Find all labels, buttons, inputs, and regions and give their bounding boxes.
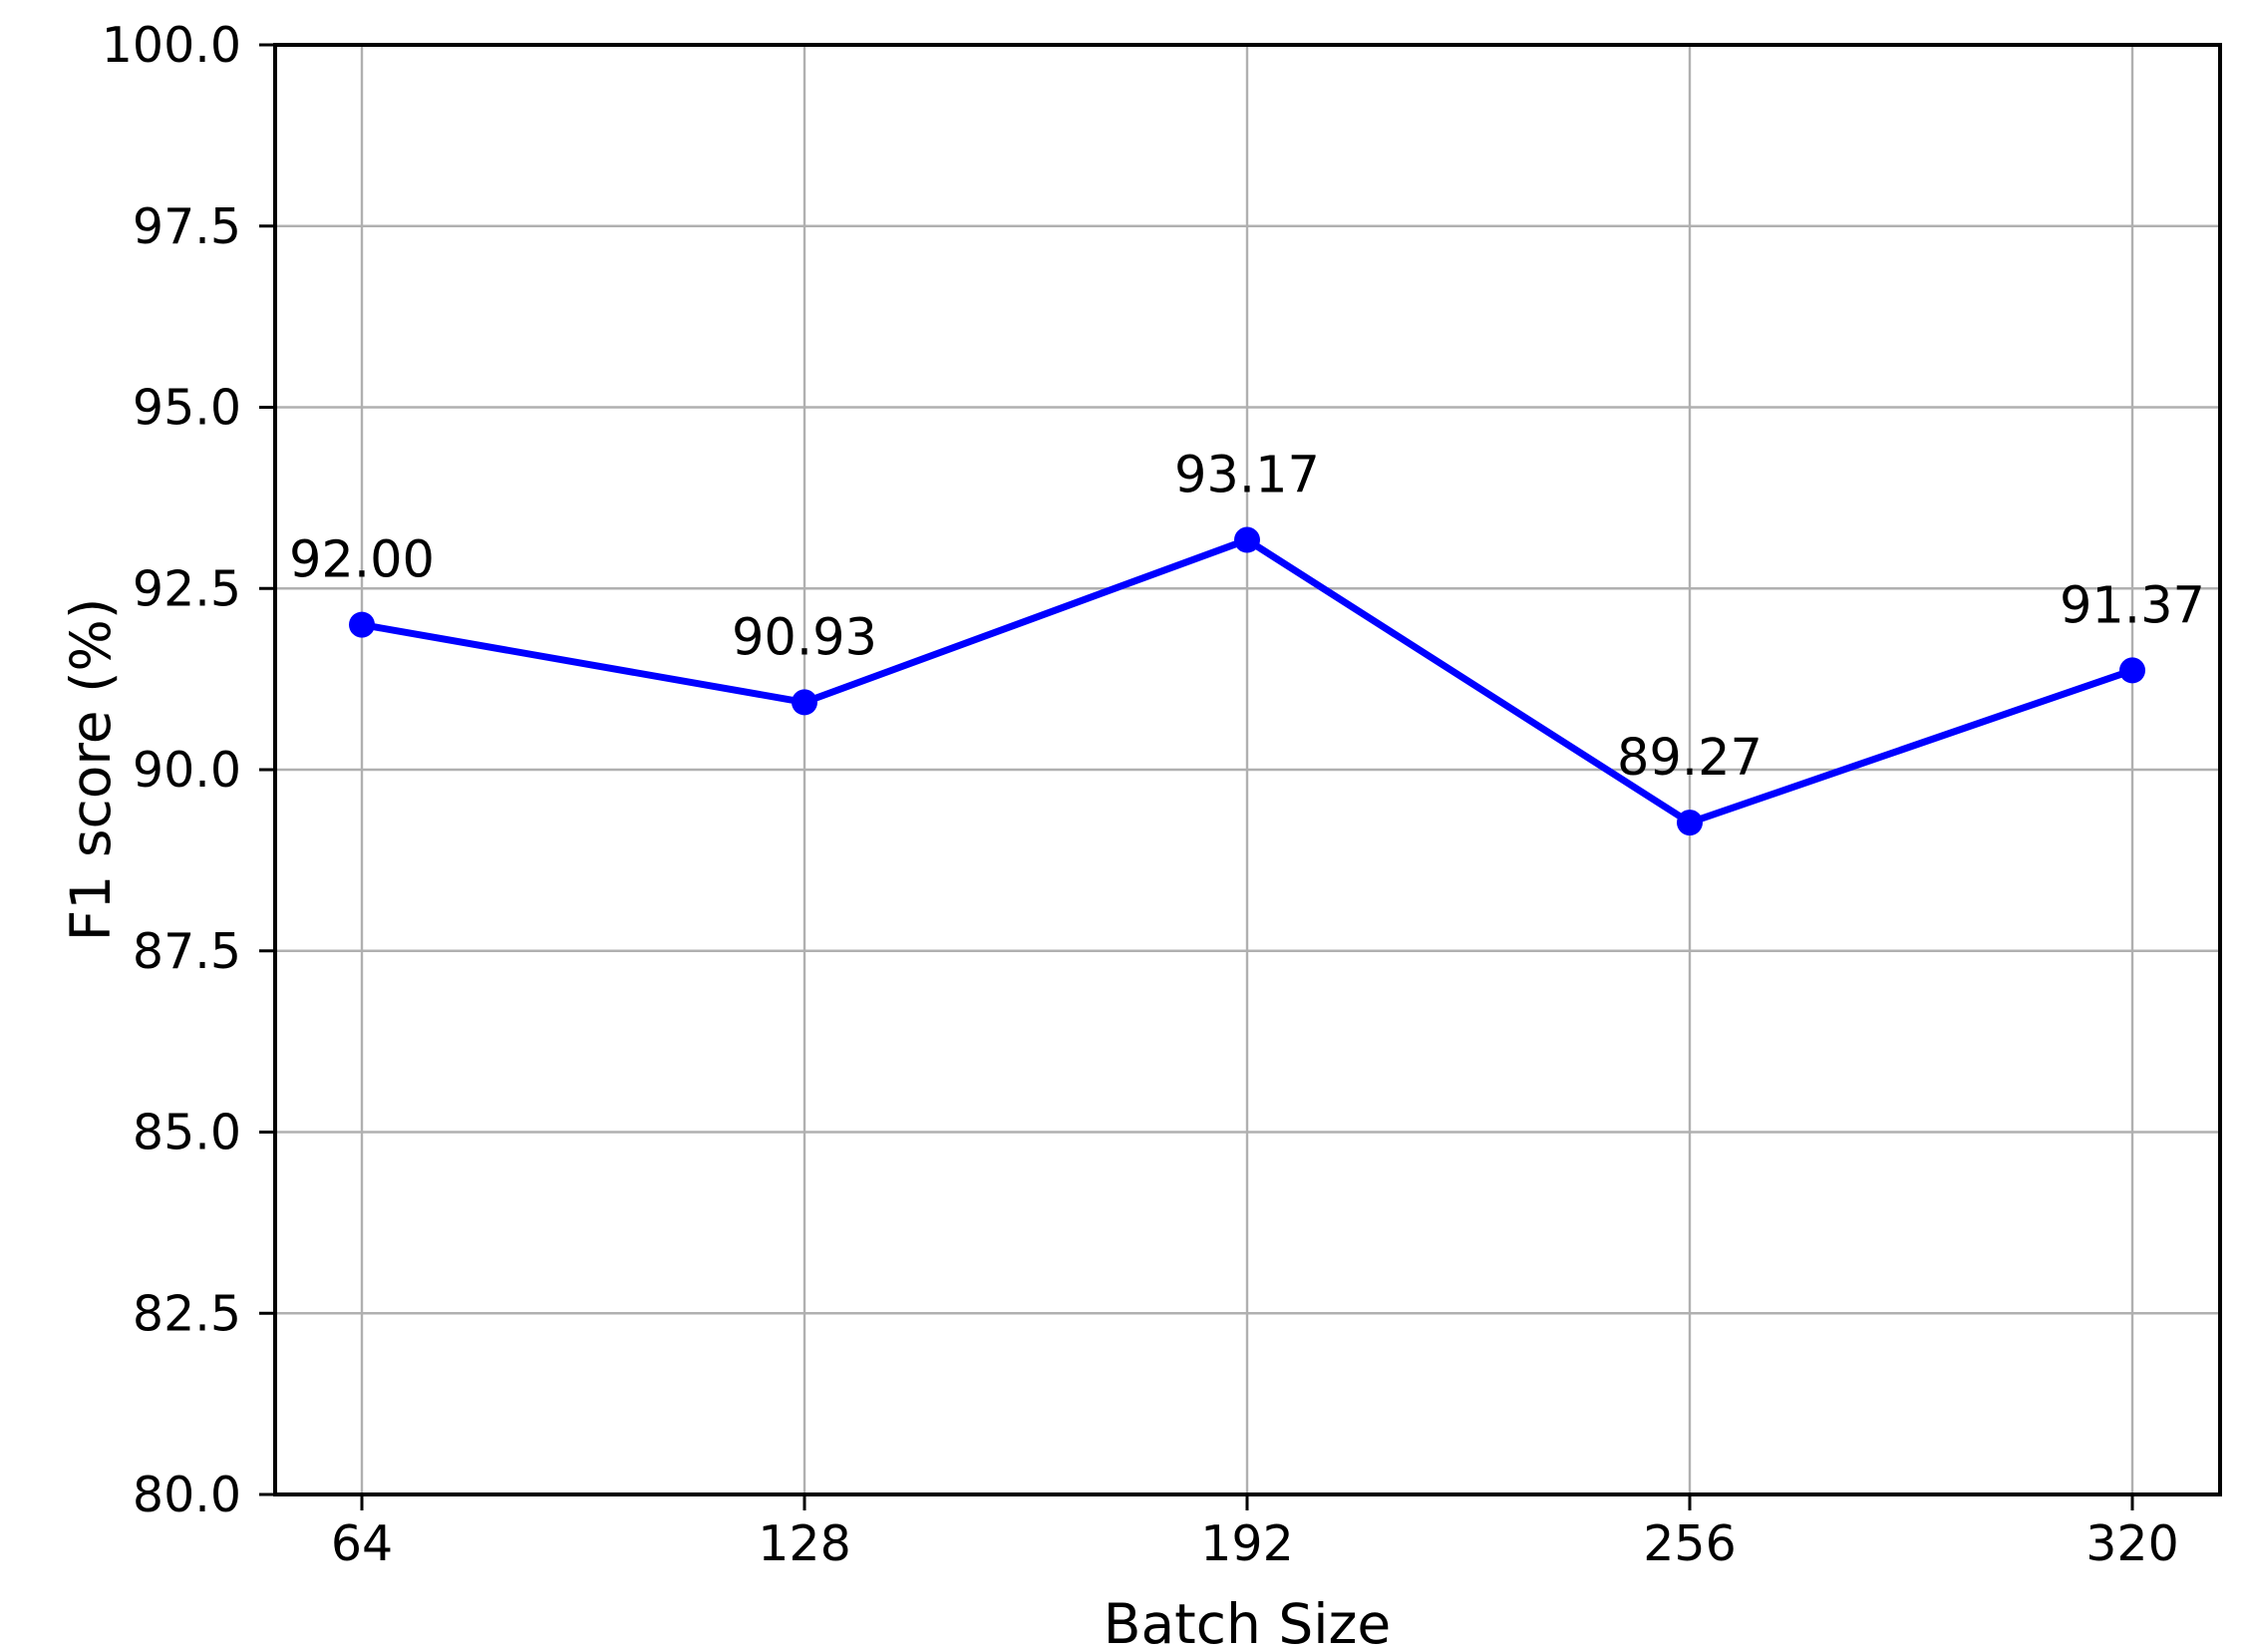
y-tick-label: 92.5 [133, 560, 241, 617]
y-tick-label: 97.5 [133, 198, 241, 255]
x-tick-label: 256 [1643, 1515, 1737, 1572]
x-axis-label: Batch Size [1104, 1592, 1391, 1652]
x-tick-label: 64 [331, 1515, 393, 1572]
y-tick-labels: 80.0 82.5 85.0 87.5 90.0 92.5 95.0 97.5 100.0 [102, 17, 241, 1523]
axes-spines [273, 43, 2222, 1496]
x-tick-labels: 64 128 192 256 320 [331, 1515, 2179, 1572]
point-value-label: 93.17 [1174, 447, 1320, 505]
x-tick-label: 192 [1200, 1515, 1294, 1572]
point-value-label: 92.00 [289, 531, 435, 590]
x-tick-label: 320 [2085, 1515, 2179, 1572]
point-value-label: 89.27 [1617, 729, 1763, 788]
y-tick-label: 80.0 [133, 1467, 241, 1523]
y-tick-label: 100.0 [102, 17, 241, 74]
y-tick-label: 87.5 [133, 923, 241, 980]
data-series [349, 526, 2145, 836]
gridlines [275, 43, 2220, 1496]
point-value-label: 91.37 [2060, 576, 2205, 635]
data-point-marker [792, 689, 817, 716]
point-annotations: 92.00 90.93 93.17 89.27 91.37 [289, 447, 2205, 789]
axis-ticks [259, 43, 2134, 1510]
x-tick-label: 128 [758, 1515, 851, 1572]
point-value-label: 90.93 [732, 608, 877, 667]
data-point-marker [349, 611, 375, 638]
y-tick-label: 85.0 [133, 1105, 241, 1161]
y-tick-label: 82.5 [133, 1285, 241, 1342]
y-axis-label: F1 score (%) [59, 598, 123, 942]
y-tick-label: 90.0 [133, 742, 241, 799]
data-point-marker [1234, 526, 1260, 553]
data-point-marker [2119, 657, 2145, 684]
data-point-marker [1677, 810, 1703, 836]
y-tick-label: 95.0 [133, 380, 241, 437]
plot-border [273, 43, 2222, 1496]
